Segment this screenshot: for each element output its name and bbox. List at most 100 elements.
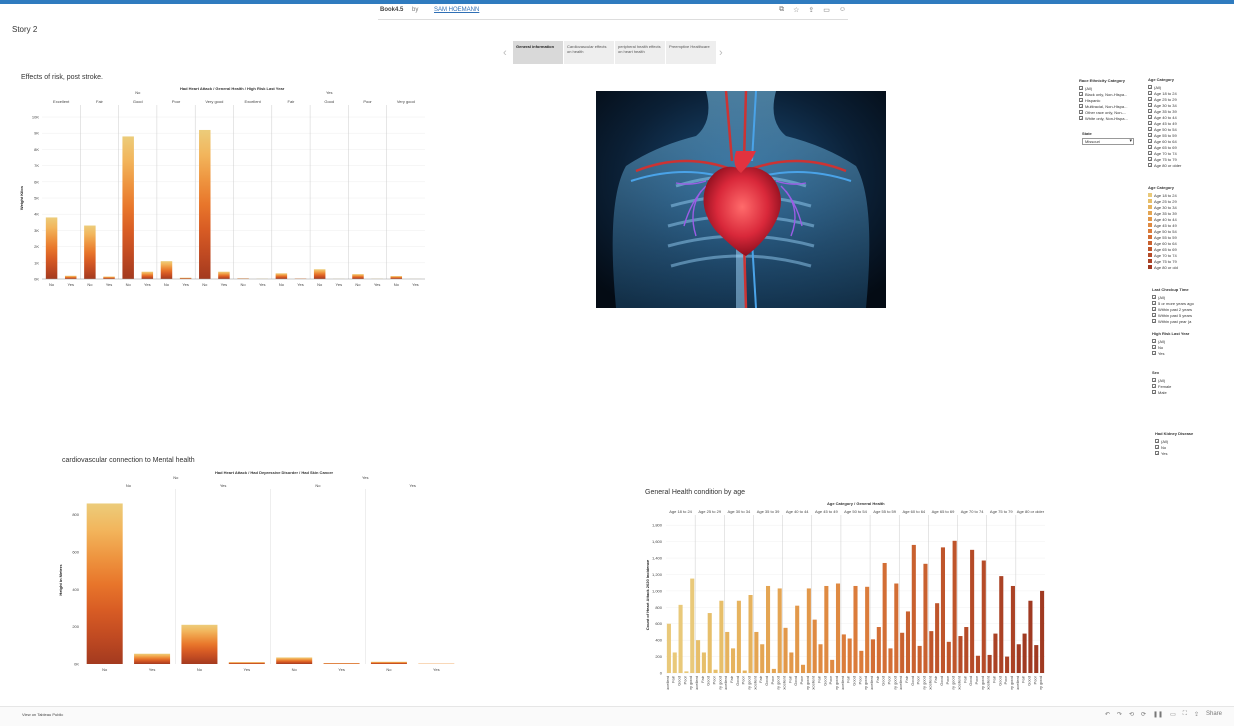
checkbox-icon[interactable]: ✓ [1148,145,1152,150]
chart3-bar[interactable] [859,650,864,673]
chart3-bar[interactable] [1016,644,1021,673]
checkbox-icon[interactable]: ✓ [1152,295,1156,300]
prev-arrow-icon[interactable]: ‹ [503,46,507,59]
chart3-bar[interactable] [1022,633,1027,673]
f-agelegend-item[interactable]: Age 35 to 39 [1148,210,1208,216]
chart3-bar[interactable] [771,668,776,673]
chart3-bar[interactable] [946,641,951,673]
chart3-bar[interactable] [882,562,887,673]
f-sex-item[interactable]: ✓ (All) [1152,377,1212,383]
checkbox-icon[interactable]: ✓ [1152,301,1156,306]
f-agelegend-item[interactable]: Age 75 to 79 [1148,258,1208,264]
f-race-item[interactable]: ✓ Black only, Non-Hispa... [1079,91,1139,97]
chart3-bar[interactable] [684,671,689,673]
chart3-bar[interactable] [993,633,998,673]
f-age-item[interactable]: ✓ Age 30 to 34 [1148,102,1208,108]
chart3-bar[interactable] [929,631,934,673]
chart1-bar[interactable] [141,271,154,279]
chart3-bar[interactable] [917,645,922,673]
chart3-bar[interactable] [970,549,975,673]
chart2-bar[interactable] [323,663,360,664]
chart3-bar[interactable] [1028,600,1033,673]
chart3-bar[interactable] [958,636,963,673]
checkbox-icon[interactable]: ✓ [1148,115,1152,120]
f-checkup-item[interactable]: ✓ 5 or more years ago [1152,300,1214,306]
chart1-bar[interactable] [84,225,96,279]
chart3-bar[interactable] [935,603,940,673]
chart2-bar[interactable] [370,661,407,664]
f-kidney-item[interactable]: ✓ Yes [1155,450,1215,456]
checkbox-icon[interactable]: ✓ [1148,133,1152,138]
chart3-bar[interactable] [748,595,753,673]
chart3-bar[interactable] [760,644,765,673]
pause-icon[interactable]: ❚❚ [1153,712,1164,718]
checkbox-icon[interactable]: ✓ [1152,351,1156,356]
chart3-bar[interactable] [1005,656,1010,673]
f-age-item[interactable]: ✓ (All) [1148,84,1208,90]
checkbox-icon[interactable]: ✓ [1155,439,1159,444]
story-point-1[interactable]: General information [512,41,563,64]
checkbox-icon[interactable]: ✓ [1152,384,1156,389]
checkbox-icon[interactable]: ✓ [1148,85,1152,90]
chart3-bar[interactable] [888,648,893,673]
chart3-bar[interactable] [1010,585,1015,673]
checkbox-icon[interactable]: ✓ [1148,139,1152,144]
chart3-bar[interactable] [824,585,829,673]
chart2-bar[interactable] [181,624,218,664]
f-checkup-item[interactable]: ✓ (All) [1152,294,1214,300]
f-age-item[interactable]: ✓ Age 25 to 29 [1148,96,1208,102]
undo-icon[interactable]: ↶ [1104,712,1110,718]
f-agelegend-item[interactable]: Age 25 to 29 [1148,198,1208,204]
chart3-bar[interactable] [800,664,806,673]
chart3-bar[interactable] [696,640,701,673]
f-checkup-item[interactable]: ✓ Within past 5 years [1152,312,1214,318]
chart1-bar[interactable] [45,217,58,279]
chart3-bar[interactable] [870,639,876,673]
chart3-bar[interactable] [975,655,980,673]
checkbox-icon[interactable]: ✓ [1148,127,1152,132]
f-race-item[interactable]: ✓ Multiracial, Non-Hispa... [1079,103,1139,109]
chart3-bar[interactable] [923,563,928,673]
chart3-bar[interactable] [736,600,741,673]
f-race-item[interactable]: ✓ Other race only, Non-... [1079,109,1139,115]
refresh-icon[interactable]: ⟳ [1140,712,1147,718]
f-agelegend-item[interactable]: Age 65 to 69 [1148,246,1208,252]
state-dropdown[interactable]: Missouri [1082,138,1134,145]
story-point-2[interactable]: Cardiovascular effects on health [563,41,614,64]
chart3-bar[interactable] [964,627,969,673]
share-icon[interactable]: ⇪ [1193,712,1199,718]
chart3-bar[interactable] [876,627,881,673]
chart3-bar[interactable] [707,613,712,673]
chart3-bar[interactable] [742,670,747,673]
f-risk-item[interactable]: ✓ (All) [1152,338,1212,344]
chart1-bar[interactable] [352,274,364,279]
revert-icon[interactable]: ⟲ [1128,712,1134,718]
chart3-bar[interactable] [777,588,782,673]
chart3-bar[interactable] [806,588,811,673]
chart3-bar[interactable] [672,652,677,673]
chart3-bar[interactable] [835,583,841,673]
fullscreen-icon[interactable]: ⛶ [1182,711,1187,717]
chart3-bar[interactable] [783,627,788,673]
chart3-bar[interactable] [987,654,992,673]
chart3-bar[interactable] [1034,645,1039,673]
f-risk-item[interactable]: ✓ No [1152,344,1212,350]
chart2-bar[interactable] [228,662,265,664]
chart3-bar[interactable] [678,604,683,673]
f-agelegend-item[interactable]: Age 40 to 44 [1148,216,1208,222]
f-race-item[interactable]: ✓ (All) [1079,85,1139,91]
checkbox-icon[interactable]: ✓ [1148,109,1152,114]
checkbox-icon[interactable]: ✓ [1152,307,1156,312]
f-agelegend-item[interactable]: Age 80 or old [1148,264,1208,270]
user-icon[interactable]: ☺ [838,6,846,13]
checkbox-icon[interactable]: ✓ [1079,92,1083,97]
f-kidney-item[interactable]: ✓ No [1155,444,1215,450]
chart1-bar[interactable] [103,276,115,279]
checkbox-icon[interactable]: ✓ [1148,97,1152,102]
chart1-bar[interactable] [199,129,211,279]
chart1-bar[interactable] [179,277,192,279]
chart3-bar[interactable] [841,634,846,673]
f-agelegend-item[interactable]: Age 50 to 54 [1148,228,1208,234]
f-kidney-item[interactable]: ✓ (All) [1155,438,1215,444]
story-point-3[interactable]: peripheral health effects on heart healt… [614,41,665,64]
